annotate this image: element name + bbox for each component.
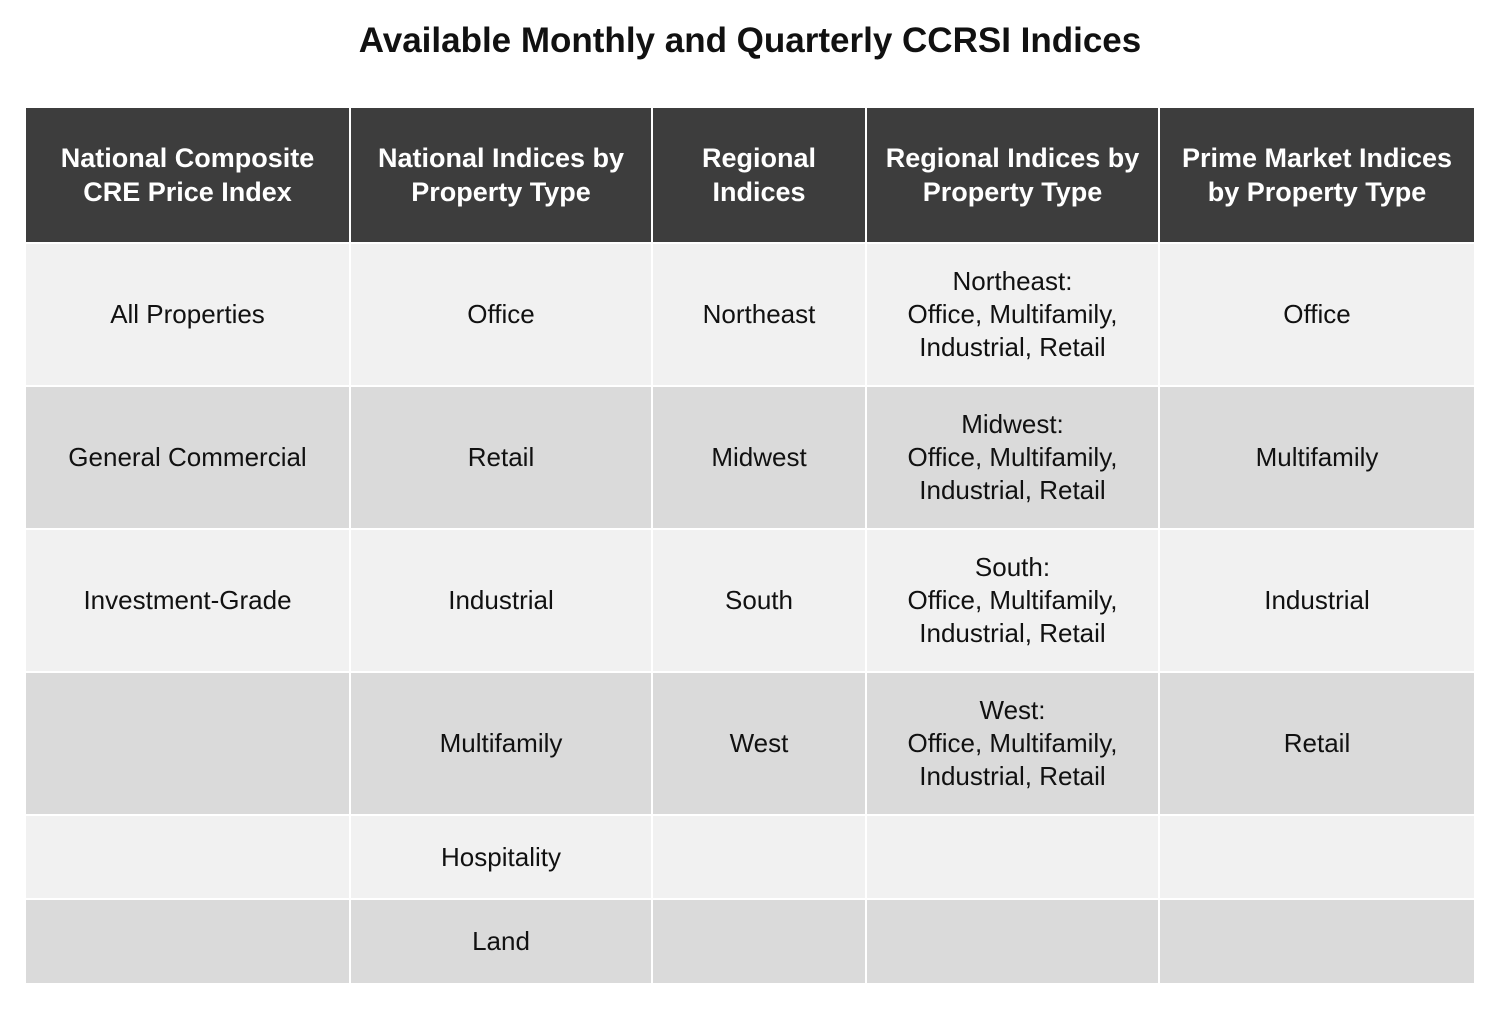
cell-prime-market: Retail — [1158, 671, 1474, 816]
cell-regional — [651, 814, 867, 900]
cell-regional: West — [651, 671, 867, 816]
cell-national-composite — [26, 814, 351, 900]
column-header-national-composite: National Composite CRE Price Index — [26, 108, 351, 244]
column-header-regional-by-property-type: Regional Indices by Property Type — [865, 108, 1160, 244]
table-row: Investment-Grade Industrial South South:… — [26, 528, 1474, 673]
region-property-types: Office, Multifamily, Industrial, Retail — [907, 299, 1118, 362]
column-header-national-by-property-type: National Indices by Property Type — [349, 108, 653, 244]
cell-regional-by-type: Midwest: Office, Multifamily, Industrial… — [865, 385, 1160, 530]
table-row: General Commercial Retail Midwest Midwes… — [26, 385, 1474, 530]
cell-regional: South — [651, 528, 867, 673]
cell-national-composite — [26, 898, 351, 983]
cell-national-by-type: Retail — [349, 385, 653, 530]
cell-prime-market: Industrial — [1158, 528, 1474, 673]
region-name: Northeast: — [952, 266, 1073, 296]
cell-regional-by-type: West: Office, Multifamily, Industrial, R… — [865, 671, 1160, 816]
cell-regional-by-type: South: Office, Multifamily, Industrial, … — [865, 528, 1160, 673]
table-row: Hospitality — [26, 814, 1474, 900]
table-row: All Properties Office Northeast Northeas… — [26, 242, 1474, 387]
cell-regional: Northeast — [651, 242, 867, 387]
cell-regional: Midwest — [651, 385, 867, 530]
table-row: Land — [26, 898, 1474, 983]
region-name: West: — [979, 695, 1046, 725]
table-row: Multifamily West West: Office, Multifami… — [26, 671, 1474, 816]
cell-regional-by-type: Northeast: Office, Multifamily, Industri… — [865, 242, 1160, 387]
cell-regional-by-type — [865, 814, 1160, 900]
cell-prime-market: Multifamily — [1158, 385, 1474, 530]
cell-prime-market — [1158, 898, 1474, 983]
cell-national-by-type: Land — [349, 898, 653, 983]
cell-national-composite: General Commercial — [26, 385, 351, 530]
cell-national-composite: All Properties — [26, 242, 351, 387]
cell-prime-market — [1158, 814, 1474, 900]
region-property-types: Office, Multifamily, Industrial, Retail — [907, 442, 1118, 505]
column-header-regional-indices: Regional Indices — [651, 108, 867, 244]
region-property-types: Office, Multifamily, Industrial, Retail — [907, 585, 1118, 648]
cell-national-composite — [26, 671, 351, 816]
page-title: Available Monthly and Quarterly CCRSI In… — [358, 21, 1142, 60]
cell-national-by-type: Industrial — [349, 528, 653, 673]
indices-table: National Composite CRE Price Index Natio… — [26, 108, 1474, 983]
header-row: National Composite CRE Price Index Natio… — [26, 108, 1474, 244]
cell-prime-market: Office — [1158, 242, 1474, 387]
cell-national-by-type: Hospitality — [349, 814, 653, 900]
cell-national-composite: Investment-Grade — [26, 528, 351, 673]
cell-national-by-type: Office — [349, 242, 653, 387]
region-name: South: — [974, 552, 1051, 582]
column-header-prime-market-by-property-type: Prime Market Indices by Property Type — [1158, 108, 1474, 244]
region-property-types: Office, Multifamily, Industrial, Retail — [907, 728, 1118, 791]
cell-regional — [651, 898, 867, 983]
cell-regional-by-type — [865, 898, 1160, 983]
cell-national-by-type: Multifamily — [349, 671, 653, 816]
region-name: Midwest: — [961, 409, 1064, 439]
